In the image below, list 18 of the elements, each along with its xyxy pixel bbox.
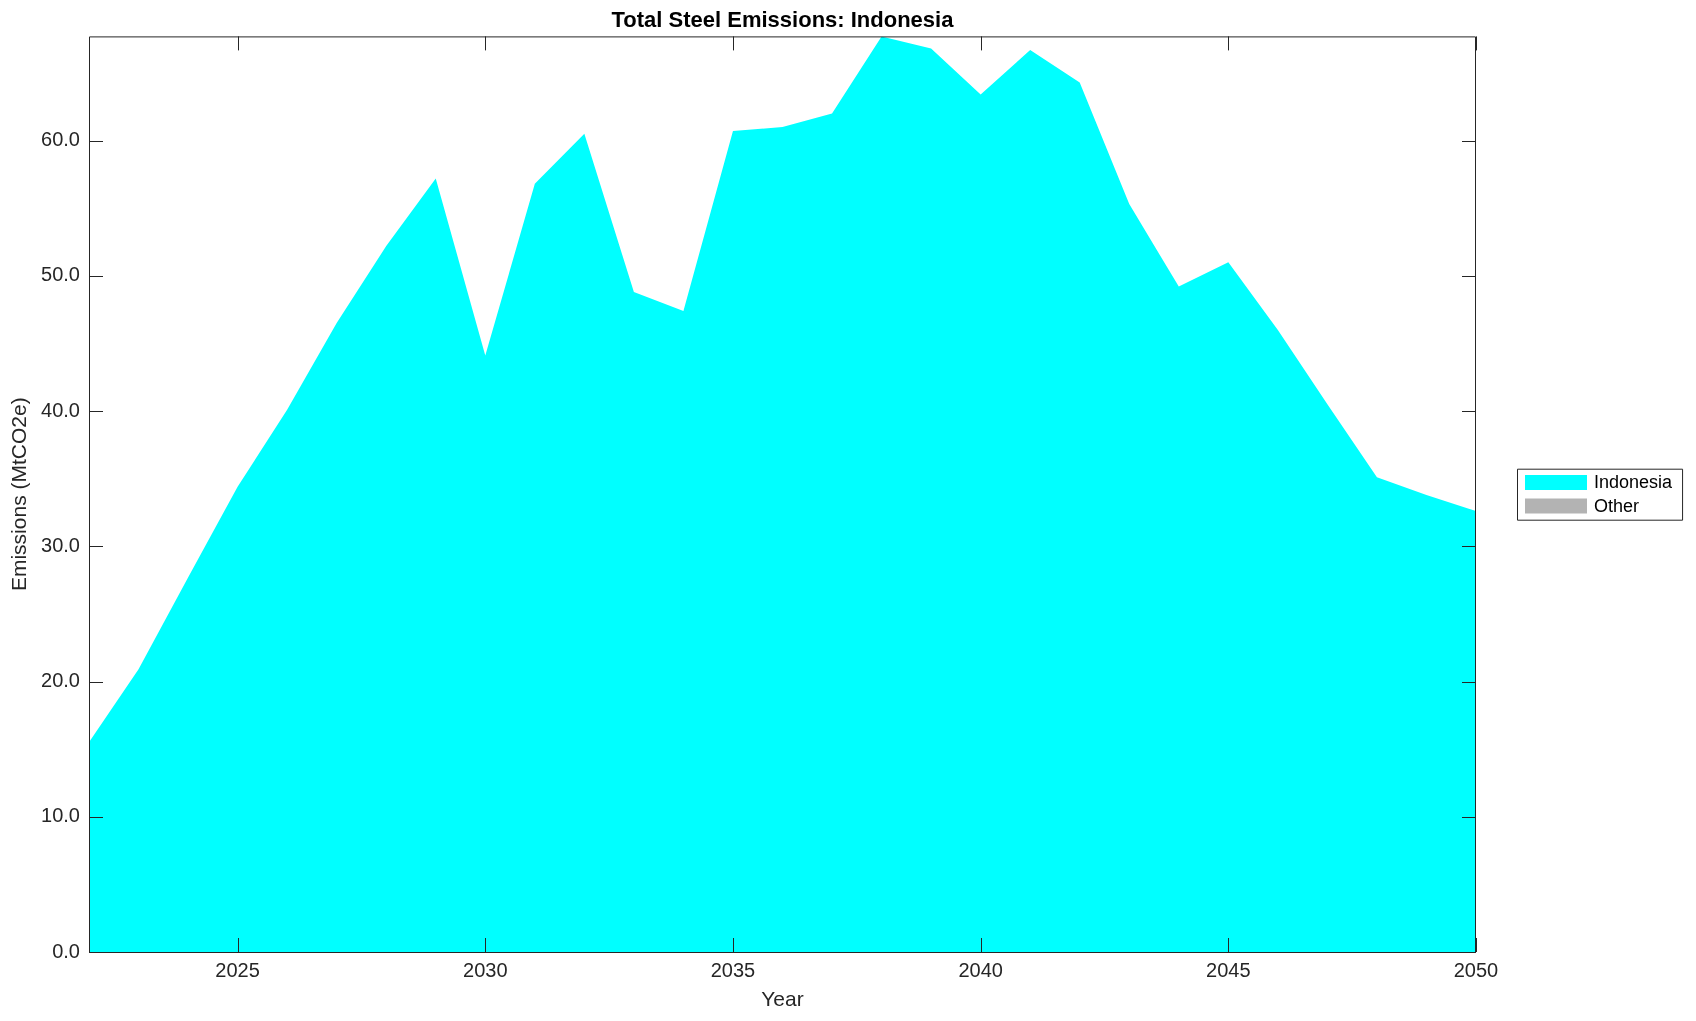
y-tick-label: 20.0 bbox=[41, 669, 80, 692]
y-tick-label: 10.0 bbox=[41, 804, 80, 827]
legend-label: Indonesia bbox=[1594, 472, 1674, 493]
y-axis-title: Emissions (MtCO2e) bbox=[7, 397, 31, 592]
y-tick-label: 50.0 bbox=[41, 263, 80, 286]
y-tick-label: 40.0 bbox=[41, 398, 80, 421]
x-tick-label: 2050 bbox=[1453, 958, 1499, 981]
legend-label: Other bbox=[1594, 495, 1640, 516]
y-tick-label: 0.0 bbox=[52, 939, 80, 962]
x-axis-title: Year bbox=[761, 987, 804, 1011]
x-tick-label: 2035 bbox=[710, 958, 756, 981]
y-tick-label: 30.0 bbox=[41, 533, 80, 556]
x-tick-label: 2030 bbox=[463, 958, 508, 981]
x-tick-label: 2045 bbox=[1206, 958, 1251, 981]
x-tick-label: 2040 bbox=[958, 958, 1003, 981]
chart-title: Total Steel Emissions: Indonesia bbox=[611, 7, 955, 33]
x-tick-label: 2025 bbox=[215, 958, 260, 981]
y-tick-label: 60.0 bbox=[41, 128, 80, 151]
